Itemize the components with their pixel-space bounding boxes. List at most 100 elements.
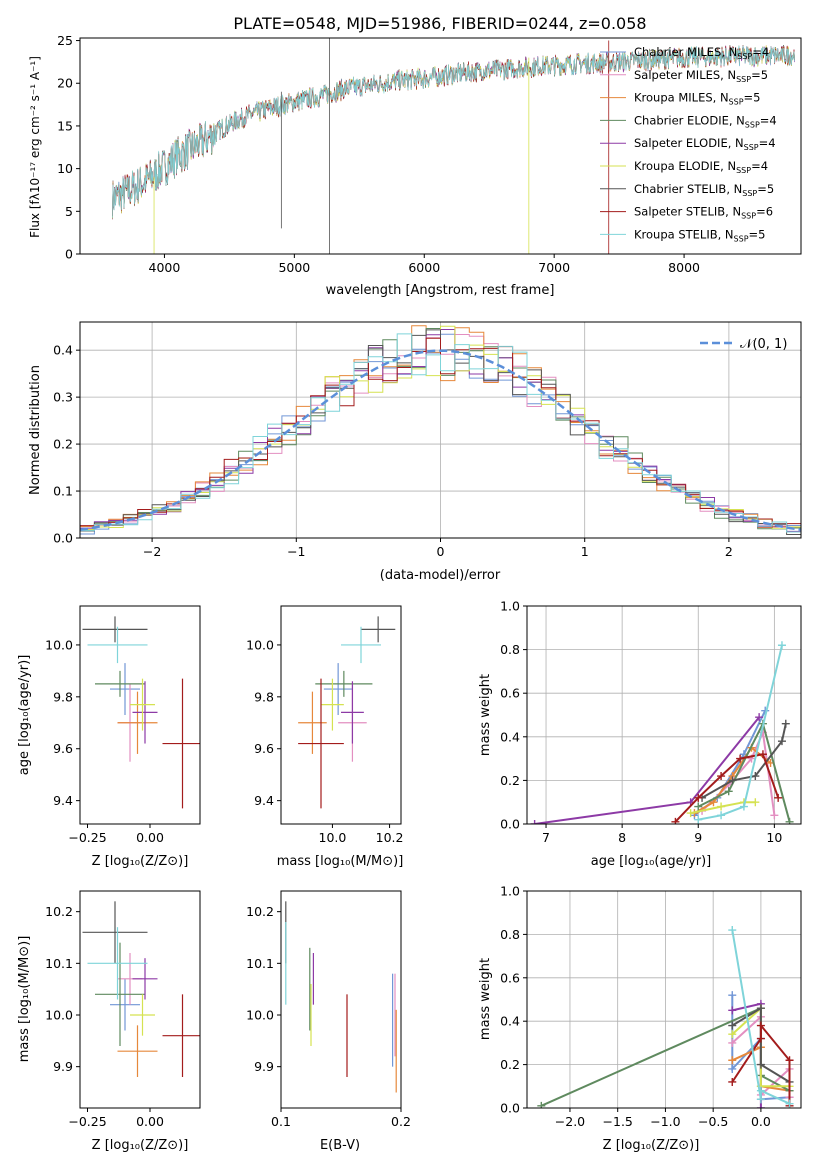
y-tick-label: 10.0: [246, 1008, 274, 1023]
mass-weight-point: [671, 817, 680, 824]
age-vs-metallicity-plot: −0.25 0.00 9.4 9.6 9.8 10.0: [45, 605, 201, 845]
y-tick-label: 9.9: [254, 1059, 274, 1074]
y-tick-label: 10.0: [246, 637, 274, 652]
x-tick-label: 2: [725, 544, 733, 559]
y-tick-label: 10.2: [246, 904, 274, 919]
age-vs-mass-xlabel: mass [log₁₀(M/M⊙)]: [277, 854, 404, 869]
mass-weight-point: [728, 1006, 737, 1015]
x-tick-label: 7000: [538, 260, 570, 275]
spectrum-xlabel: wavelength [Angstrom, rest frame]: [326, 283, 555, 298]
legend-label: Chabrier ELODIE, NSSP=4: [634, 113, 777, 129]
y-tick-label: 0.8: [500, 642, 520, 657]
plot-area: [82, 901, 200, 1077]
mass-weight-point: [728, 1030, 737, 1039]
y-tick-label: 1.0: [500, 884, 520, 899]
mass-weight-point: [717, 802, 726, 811]
mass-weight-point: [717, 772, 726, 781]
y-tick-label: 20: [57, 76, 73, 91]
mass-weight-point: [756, 1095, 765, 1104]
y-tick-label: 0.4: [500, 1014, 520, 1029]
age-vs-mass-plot: 10.0 10.2 9.4 9.6 9.8 10.0: [246, 605, 404, 845]
x-tick-label: 0: [437, 544, 445, 559]
x-tick-label: −0.25: [68, 830, 106, 845]
mass-vs-ebv-plot: 0.1 0.2 9.9 10.0 10.1 10.2: [246, 890, 411, 1129]
mass-weight-point: [774, 793, 783, 802]
y-tick-label: 0.6: [500, 970, 520, 985]
mass-weight-point: [694, 802, 703, 811]
mass-weight-series: [731, 929, 790, 1105]
mass-weight-point: [694, 815, 703, 824]
y-tick-label: 9.8: [53, 689, 73, 704]
mass-weight-point: [728, 1064, 737, 1073]
mass-weight-point: [785, 817, 794, 824]
x-tick-label: 7: [542, 830, 550, 845]
mass-weight-series: [698, 644, 783, 821]
y-tick-label: 10: [57, 161, 73, 176]
plot-area: [82, 616, 200, 809]
histogram-series: [80, 333, 801, 538]
y-tick-label: 9.9: [53, 1059, 73, 1074]
mass-weight-point: [751, 798, 760, 807]
x-tick-label: 0.1: [271, 1114, 291, 1129]
mass-weight-point: [728, 1021, 737, 1030]
residual-xlabel: (data-model)/error: [380, 568, 501, 583]
y-tick-label: 15: [57, 118, 73, 133]
x-tick-label: −2: [143, 544, 161, 559]
mass-weight-vs-metallicity-xlabel: Z [log₁₀(Z/Z⊙)]: [603, 1138, 700, 1153]
y-tick-label: 0: [65, 247, 73, 262]
mass-weight-point: [755, 713, 764, 722]
y-tick-label: 0.4: [53, 343, 73, 358]
mass-weight-point: [756, 1034, 765, 1043]
mass-weight-series: [690, 801, 756, 815]
y-tick-label: 1.0: [500, 599, 520, 614]
spectrum-title: PLATE=0548, MJD=51986, FIBERID=0244, z=0…: [233, 14, 646, 33]
x-tick-label: 8000: [668, 260, 700, 275]
age-vs-metallicity-xlabel: Z [log₁₀(Z/Z⊙)]: [92, 854, 189, 869]
plot-area: [530, 641, 794, 824]
y-tick-label: 10.1: [45, 956, 73, 971]
mass-weight-point: [728, 1038, 737, 1047]
mass-weight-point: [694, 793, 703, 802]
y-tick-label: 10.1: [246, 956, 274, 971]
mass-weight-point: [728, 1056, 737, 1065]
legend-label: Salpeter MILES, NSSP=5: [634, 68, 768, 84]
plot-area: [285, 901, 397, 1093]
x-tick-label: 0.00: [136, 1114, 164, 1129]
mass-weight-point: [686, 809, 695, 818]
plot-frame: [526, 605, 802, 825]
residual-gaussian-label: 𝒩(0, 1): [740, 337, 787, 352]
mass-weight-vs-metallicity-plot: −2.0 −1.5 −1.0 −0.5 0.0 0.0 0.2 0.4 0.6 0.8 1.0: [500, 884, 802, 1129]
x-tick-label: 8: [618, 830, 626, 845]
mass-weight-point: [736, 754, 745, 763]
spectrum-ylabel: Flux [fλ10⁻¹⁷ erg cm⁻² s⁻¹ A⁻¹]: [28, 56, 42, 238]
mass-weight-point: [781, 719, 790, 728]
mass-weight-point: [728, 991, 737, 1000]
x-tick-label: 10.2: [376, 830, 404, 845]
x-tick-label: 5000: [278, 260, 310, 275]
x-tick-label: −0.5: [698, 1114, 728, 1129]
mass-vs-metallicity-plot: −0.25 0.00 9.9 10.0 10.1 10.2: [45, 890, 201, 1129]
mass-weight-point: [728, 776, 737, 785]
y-tick-label: 0.2: [500, 1057, 520, 1072]
y-tick-label: 9.6: [53, 741, 73, 756]
x-tick-label: −0.25: [68, 1114, 106, 1129]
y-tick-label: 9.6: [254, 741, 274, 756]
mass-weight-vs-age-xlabel: age [log₁₀(age/yr)]: [591, 854, 712, 869]
mass-weight-point: [770, 811, 779, 820]
legend-label: Chabrier STELIB, NSSP=5: [634, 182, 774, 198]
y-tick-label: 0.2: [500, 773, 520, 788]
spectrum-line: [112, 45, 795, 218]
mass-weight-point: [756, 1104, 765, 1108]
plot-frame: [526, 890, 802, 1109]
mass-weight-point: [785, 1056, 794, 1065]
mass-weight-point: [756, 1060, 765, 1069]
x-tick-label: −1.0: [650, 1114, 680, 1129]
mass-weight-point: [537, 1101, 546, 1108]
mass-weight-point: [728, 1077, 737, 1086]
mass-weight-point: [739, 802, 748, 811]
y-tick-label: 9.4: [254, 793, 274, 808]
plot-area: [80, 325, 801, 538]
plot-frame: [280, 890, 402, 1109]
mass-vs-metallicity-xlabel: Z [log₁₀(Z/Z⊙)]: [92, 1138, 189, 1153]
gaussian-curve: [80, 349, 801, 532]
